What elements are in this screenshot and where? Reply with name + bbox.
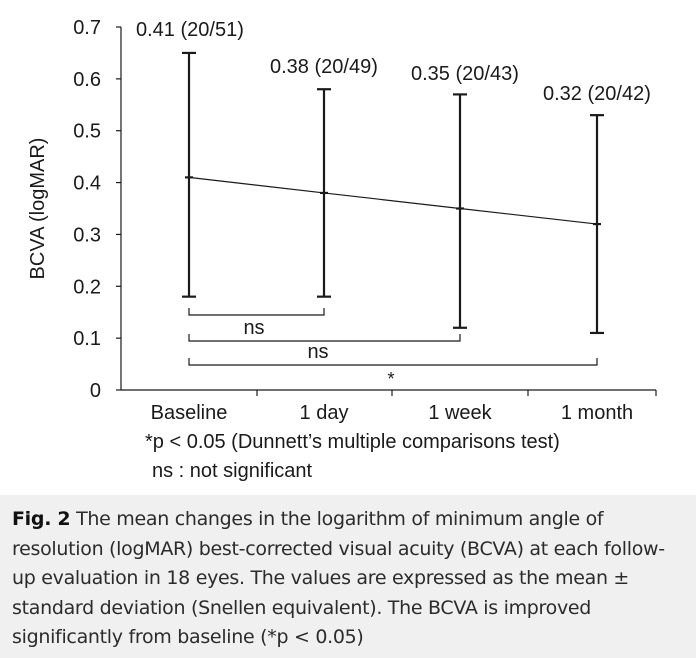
figure-caption: Fig. 2 The mean changes in the logarithm… <box>0 495 696 658</box>
y-tick-label: 0.1 <box>73 328 101 350</box>
x-tick-label: 1 week <box>428 402 492 424</box>
mean-line <box>188 176 598 225</box>
significance-label: ns <box>307 341 328 363</box>
x-tick-label: 1 day <box>300 402 349 424</box>
data-label: 0.41 (20/51) <box>136 19 244 41</box>
y-tick-label: 0 <box>90 380 101 402</box>
y-tick-label: 0.2 <box>73 276 101 298</box>
caption-paragraph: Fig. 2 The mean changes in the logarithm… <box>12 505 684 653</box>
figure: 0 0.1 0.2 0.3 0.4 0.5 0.6 0.7 Baseline 1 day 1 wee… <box>27 17 657 482</box>
caption-text: The mean changes in the logarithm of min… <box>12 508 665 648</box>
y-tick-label: 0.5 <box>73 121 101 143</box>
footnote-ns: ns : not significant <box>152 460 313 482</box>
y-axis-title: BCVA (logMAR) <box>27 138 49 280</box>
significance-bracket <box>188 358 598 366</box>
significance-label: ns <box>243 317 264 339</box>
data-label: 0.38 (20/49) <box>270 56 378 78</box>
x-tick-label: Baseline <box>151 402 228 424</box>
y-tick-label: 0.7 <box>73 17 101 39</box>
data-label: 0.32 (20/42) <box>543 83 651 105</box>
chart: 0 0.1 0.2 0.3 0.4 0.5 0.6 0.7 Baseline 1 day 1 wee… <box>27 17 657 424</box>
y-tick-label: 0.3 <box>73 224 101 246</box>
significance-bracket <box>188 308 325 316</box>
x-tick-label: 1 month <box>561 402 633 424</box>
y-tick-label: 0.4 <box>73 173 101 195</box>
footnote-significance: *p < 0.05 (Dunnett’s multiple comparison… <box>145 431 560 453</box>
significance-label: * <box>387 369 394 389</box>
data-label: 0.35 (20/43) <box>411 63 519 85</box>
caption-label: Fig. 2 <box>12 508 71 530</box>
significance-bracket <box>188 334 461 342</box>
y-tick-label: 0.6 <box>73 69 101 91</box>
